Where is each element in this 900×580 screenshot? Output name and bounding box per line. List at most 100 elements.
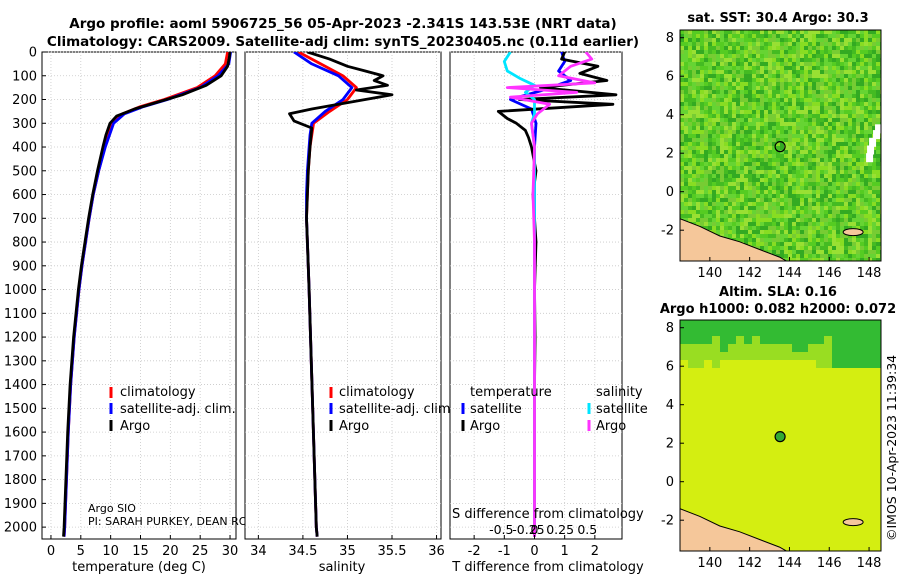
map-cell [700, 194, 705, 199]
map-cell [792, 246, 797, 251]
map-cell [772, 118, 777, 123]
map-cell [684, 94, 689, 99]
map-cell [824, 544, 833, 551]
map-cell [852, 206, 857, 211]
map-cell [792, 464, 801, 473]
map-cell [848, 74, 853, 79]
land-area [680, 218, 788, 261]
map-cell [728, 30, 733, 35]
map-cell [696, 98, 701, 103]
map-cell [824, 528, 833, 537]
map-cell [780, 214, 785, 219]
map-cell [820, 178, 825, 183]
map-cell [744, 34, 749, 39]
map-cell [864, 230, 869, 235]
map-cell [872, 488, 881, 497]
map-cell [728, 400, 737, 409]
map-cell [724, 222, 729, 227]
map-cell [876, 214, 881, 219]
map-cell [684, 46, 689, 51]
map-cell [736, 408, 745, 417]
map-cell [812, 210, 817, 215]
map-cell [788, 162, 793, 167]
map-cell [860, 222, 865, 227]
map-cell [776, 118, 781, 123]
map-cell [792, 336, 801, 345]
map-cell [872, 328, 881, 337]
map-cell [772, 150, 777, 155]
map-cell [720, 488, 729, 497]
map-cell [832, 154, 837, 159]
map-cell [772, 154, 777, 159]
map-cell [728, 158, 733, 163]
map-cell [744, 142, 749, 147]
salinity-legend: climatology satellite-adj. clim. Argo [329, 385, 455, 434]
map-cell [828, 70, 833, 75]
map-cell [792, 182, 797, 187]
map-cell [684, 206, 689, 211]
map-cell [832, 78, 837, 83]
map-cell [780, 134, 785, 139]
map-cell [780, 174, 785, 179]
map-cell [828, 238, 833, 243]
map-cell [840, 206, 845, 211]
map-cell [796, 170, 801, 175]
map-cell [696, 30, 701, 35]
map-cell [688, 138, 693, 143]
map-cell [772, 190, 777, 195]
map-cell [824, 238, 829, 243]
map-cell [760, 214, 765, 219]
map-cell [736, 174, 741, 179]
map-cell [784, 42, 789, 47]
map-cell [844, 30, 849, 35]
map-cell [728, 106, 733, 111]
map-cell [808, 392, 817, 401]
map-cell [720, 400, 729, 409]
map-cell [716, 182, 721, 187]
map-cell [856, 158, 861, 163]
map-cell [856, 496, 865, 505]
map-cell [820, 162, 825, 167]
map-cell [864, 512, 873, 521]
map-cell [776, 150, 781, 155]
map-cell [800, 42, 805, 47]
map-cell [720, 82, 725, 87]
map-cell [684, 78, 689, 83]
map-cell [736, 138, 741, 143]
map-cell [788, 166, 793, 171]
map-cell [828, 254, 833, 259]
map-cell [716, 34, 721, 39]
map-cell [692, 98, 697, 103]
map-cell [824, 106, 829, 111]
map-cell [748, 154, 753, 159]
map-cell [704, 114, 709, 119]
map-cell [836, 82, 841, 87]
map-cell [784, 336, 793, 345]
map-cell [764, 178, 769, 183]
map-cell [820, 38, 825, 43]
map-cell [804, 190, 809, 195]
depth-tick-label: 600 [12, 188, 37, 203]
map-cell [724, 50, 729, 55]
map-cell [744, 162, 749, 167]
map-cell [776, 86, 781, 91]
map-cell [844, 210, 849, 215]
map-cell [780, 190, 785, 195]
map-cell [824, 166, 829, 171]
map-cell [720, 34, 725, 39]
map-cell [828, 174, 833, 179]
map-cell [876, 182, 881, 187]
map-cell [784, 376, 793, 385]
map-cell [784, 544, 793, 551]
map-cell [820, 34, 825, 39]
map-cell [752, 198, 757, 203]
map-cell [704, 146, 709, 151]
map-cell [860, 226, 865, 231]
map-cell [808, 520, 817, 529]
map-cell [808, 254, 813, 259]
map-cell [784, 94, 789, 99]
map-cell [848, 86, 853, 91]
map-cell [812, 186, 817, 191]
map-cell [792, 218, 797, 223]
map-cell [808, 210, 813, 215]
